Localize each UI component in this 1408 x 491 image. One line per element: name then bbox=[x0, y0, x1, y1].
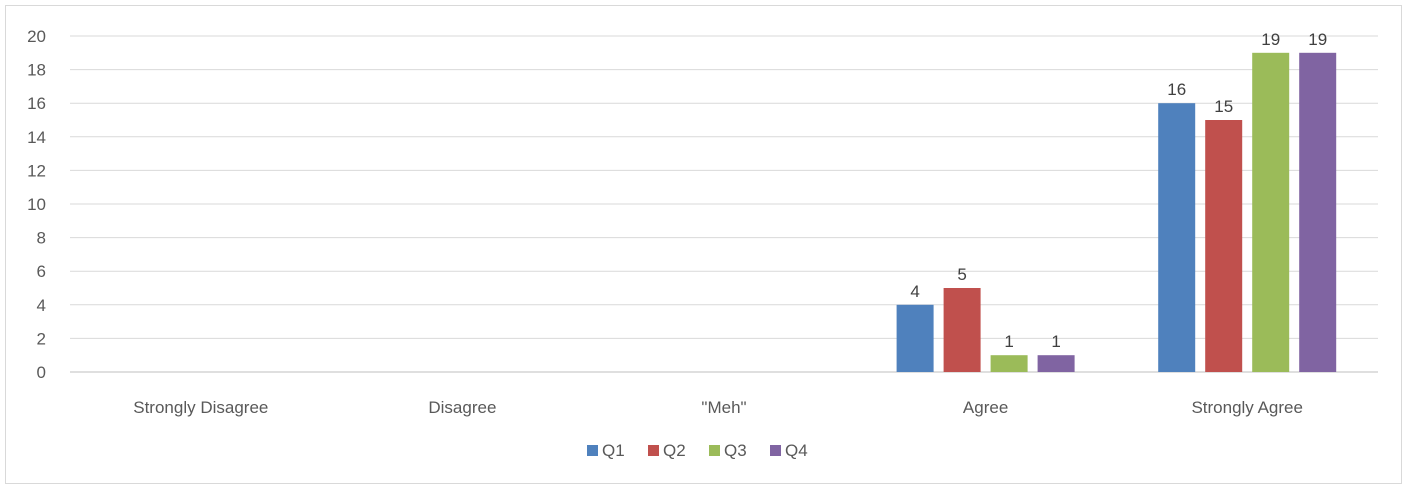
data-label: 1 bbox=[1004, 332, 1013, 351]
data-label: 16 bbox=[1167, 80, 1186, 99]
y-tick-label: 2 bbox=[37, 329, 46, 348]
data-label: 4 bbox=[910, 282, 919, 301]
legend-swatch-q3 bbox=[709, 445, 720, 456]
data-label: 1 bbox=[1051, 332, 1060, 351]
x-category-label: "Meh" bbox=[701, 398, 746, 417]
x-category-label: Strongly Agree bbox=[1191, 398, 1303, 417]
y-tick-label: 6 bbox=[37, 262, 46, 281]
bar-q1-3 bbox=[896, 304, 934, 372]
y-tick-label: 16 bbox=[27, 94, 46, 113]
bar-q3-4 bbox=[1252, 52, 1290, 373]
bar-q4-4 bbox=[1299, 52, 1337, 373]
y-tick-label: 14 bbox=[27, 128, 46, 147]
y-tick-label: 20 bbox=[27, 27, 46, 46]
x-category-label: Agree bbox=[963, 398, 1008, 417]
data-label: 5 bbox=[957, 265, 966, 284]
data-label: 15 bbox=[1214, 97, 1233, 116]
y-tick-label: 0 bbox=[37, 363, 46, 382]
y-tick-label: 8 bbox=[37, 229, 46, 248]
bars bbox=[896, 52, 1337, 373]
y-tick-label: 12 bbox=[27, 161, 46, 180]
y-tick-label: 4 bbox=[37, 296, 46, 315]
legend-swatch-q2 bbox=[648, 445, 659, 456]
x-category-label: Strongly Disagree bbox=[133, 398, 268, 417]
legend-label: Q3 bbox=[724, 441, 747, 460]
legend-swatch-q4 bbox=[770, 445, 781, 456]
legend-swatch-q1 bbox=[587, 445, 598, 456]
y-tick-label: 10 bbox=[27, 195, 46, 214]
bar-q2-4 bbox=[1205, 120, 1243, 372]
x-category-labels: Strongly Disagree Disagree "Meh" Agree Stron… bbox=[133, 398, 1303, 417]
y-tick-label: 18 bbox=[27, 61, 46, 80]
data-label: 19 bbox=[1308, 30, 1327, 49]
y-tick-labels: 0 2 4 6 8 10 12 14 16 18 20 bbox=[27, 27, 46, 382]
data-label: 19 bbox=[1261, 30, 1280, 49]
x-category-label: Disagree bbox=[428, 398, 496, 417]
bar-q2-3 bbox=[943, 288, 981, 372]
legend-label: Q2 bbox=[663, 441, 686, 460]
legend-label: Q4 bbox=[785, 441, 808, 460]
bar-q3-3 bbox=[990, 355, 1028, 372]
legend-label: Q1 bbox=[602, 441, 625, 460]
data-labels: 4 5 1 1 16 15 19 19 bbox=[910, 30, 1327, 351]
legend: Q1 Q2 Q3 Q4 bbox=[587, 441, 808, 460]
bar-q1-4 bbox=[1158, 103, 1196, 372]
bar-q4-3 bbox=[1037, 355, 1075, 372]
